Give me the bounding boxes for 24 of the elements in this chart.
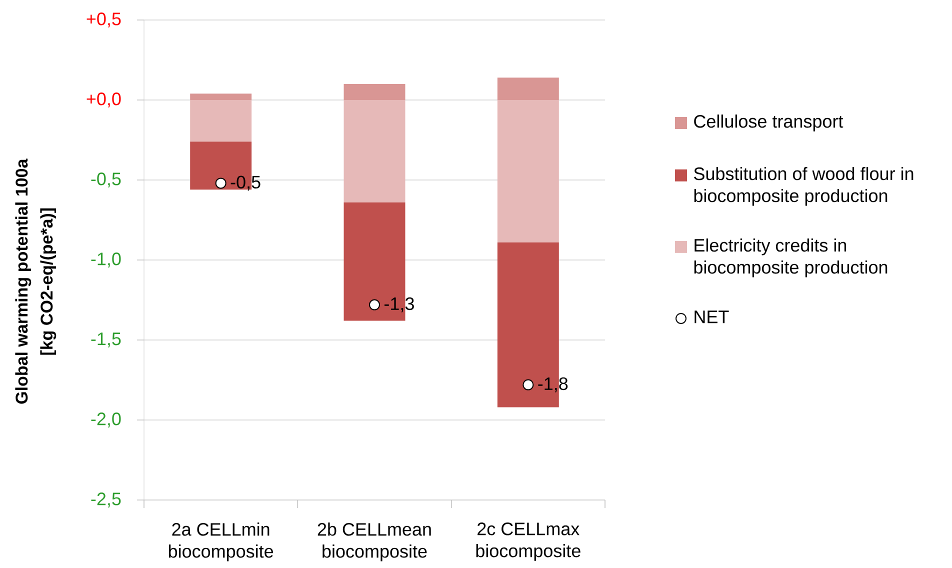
bar xyxy=(497,100,559,242)
legend-label: NET xyxy=(694,310,729,324)
y-tick-label: -2,0 xyxy=(91,412,121,428)
x-tick-label: 2b CELLmean biocomposite xyxy=(318,522,431,562)
bar xyxy=(190,94,252,100)
y-tick-label: -2,5 xyxy=(91,492,121,508)
bar xyxy=(497,78,559,100)
y-tick-label: -1,0 xyxy=(91,252,121,268)
y-tick-label: -1,5 xyxy=(91,332,121,348)
legend-label: Electricity credits in biocomposite production xyxy=(694,238,888,278)
bar xyxy=(344,84,406,100)
legend-label: Substitution of wood flour in biocomposite production xyxy=(694,166,914,206)
point xyxy=(522,379,534,390)
bar xyxy=(190,100,252,142)
y-tick-label: -0,5 xyxy=(91,172,121,188)
legend-label: Cellulose transport xyxy=(694,114,844,132)
y-axis-title: Global warming potential 100a [kg CO2-eq/(pe*a)] xyxy=(15,158,56,404)
x-tick-label: 2c CELLmax biocomposite xyxy=(476,522,580,561)
bar xyxy=(344,100,406,202)
y-tick-label: +0,5 xyxy=(86,12,121,28)
point xyxy=(369,299,380,310)
x-tick-label: 2a CELLmin biocomposite xyxy=(168,522,274,562)
y-tick-label: +0,0 xyxy=(86,92,121,108)
point xyxy=(215,178,226,189)
